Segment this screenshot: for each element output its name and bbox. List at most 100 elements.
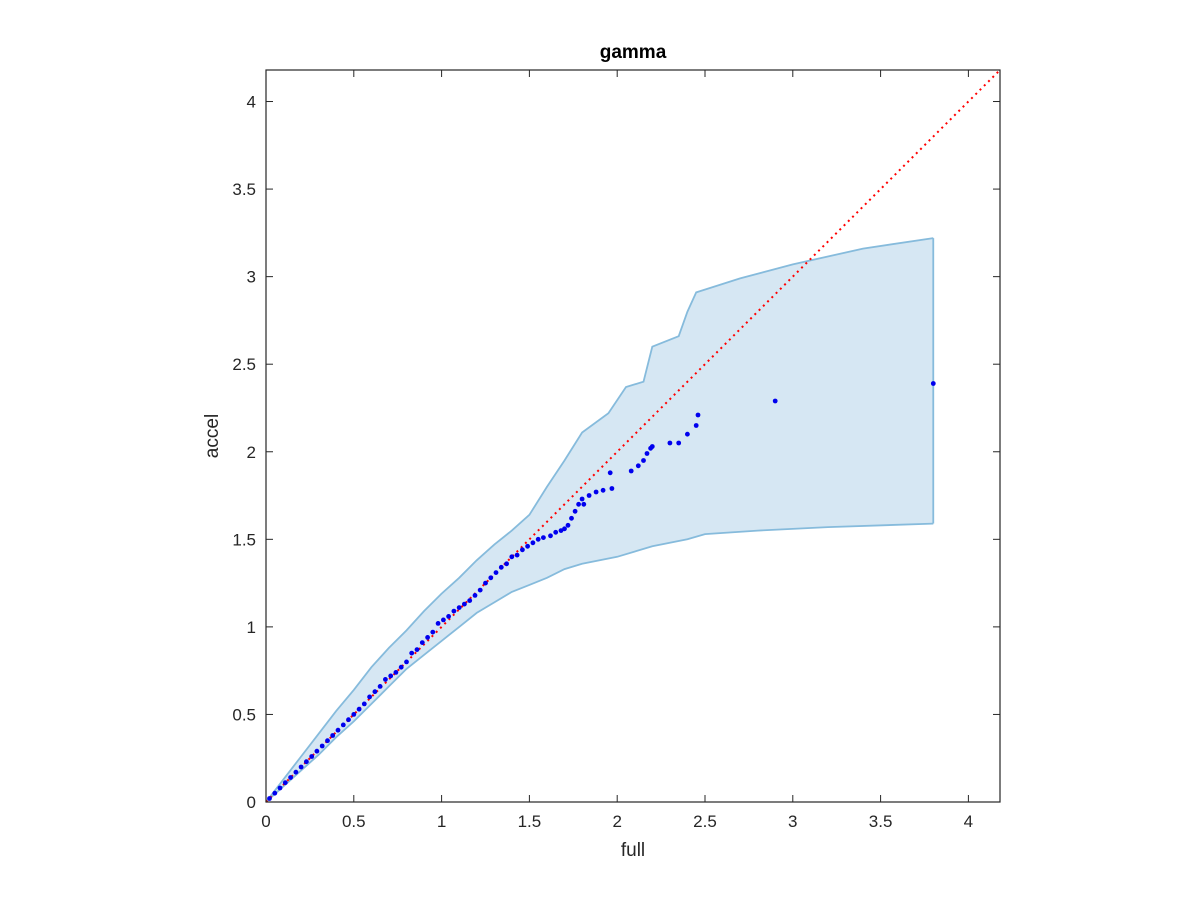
data-point [272, 790, 278, 796]
data-point [277, 785, 283, 791]
x-tick-label: 1 [437, 812, 446, 831]
data-point [572, 508, 578, 514]
data-point [267, 796, 272, 801]
data-point [340, 722, 346, 728]
x-tick-label: 2 [612, 812, 621, 831]
data-point [419, 640, 425, 645]
data-point [293, 769, 299, 775]
data-point [581, 501, 587, 507]
data-point [298, 764, 304, 770]
data-point [477, 587, 483, 593]
data-point [628, 468, 634, 474]
band-lower-edge [265, 522, 934, 803]
data-point [514, 552, 520, 558]
data-point [441, 617, 446, 623]
data-point [667, 440, 673, 446]
x-tick-label: 3 [788, 812, 797, 831]
data-point [409, 650, 415, 656]
x-axis-label: full [621, 840, 645, 861]
plot-frame [265, 69, 1001, 803]
x-tick-label: 2.5 [693, 812, 717, 831]
data-point [635, 463, 641, 469]
data-point [367, 694, 372, 700]
data-point [346, 717, 351, 723]
data-point [483, 580, 488, 586]
x-tick-label: 1.5 [518, 812, 542, 831]
x-tick-label: 0 [261, 812, 270, 831]
y-tick-label: 0.5 [232, 705, 256, 724]
data-point [586, 493, 592, 498]
data-point [335, 727, 341, 733]
data-point [351, 712, 357, 717]
data-point [569, 515, 574, 521]
data-point [282, 780, 288, 786]
data-point [388, 673, 394, 679]
x-axis-ticks: 0 0.5 1 1.5 2 2.5 3 3.5 4 [261, 70, 973, 831]
y-tick-label: 0 [247, 793, 256, 812]
y-axis-label: accel [202, 414, 223, 458]
data-point [930, 381, 936, 386]
data-point [562, 526, 567, 532]
data-point [467, 598, 473, 603]
data-point [356, 706, 362, 712]
data-point [319, 743, 325, 749]
data-point [600, 487, 606, 493]
data-point [377, 684, 383, 689]
data-point [304, 759, 309, 765]
data-point [472, 593, 478, 598]
data-point [530, 540, 536, 546]
data-point [553, 529, 559, 535]
data-point [393, 670, 399, 675]
x-tick-label: 3.5 [869, 812, 893, 831]
y-tick-label: 2.5 [232, 355, 256, 374]
data-point [309, 754, 315, 759]
data-point [609, 486, 615, 491]
y-tick-label: 3.5 [232, 180, 256, 199]
data-point [525, 543, 530, 549]
chart-title: gamma [600, 42, 667, 63]
data-point [493, 570, 499, 575]
y-tick-label: 1.5 [232, 530, 256, 549]
y-axis-ticks: 0 0.5 1 1.5 2 2.5 3 3.5 4 [232, 93, 1000, 812]
data-point [404, 659, 409, 665]
data-point [772, 398, 778, 404]
y-tick-label: 3 [247, 268, 256, 287]
data-point [456, 605, 462, 610]
data-point [425, 635, 430, 640]
data-point [693, 423, 699, 428]
data-point [325, 738, 330, 744]
data-point [695, 412, 701, 418]
data-point [314, 748, 320, 754]
data-point [541, 535, 546, 540]
data-point [488, 575, 494, 581]
data-point [649, 444, 655, 449]
data-point [641, 458, 646, 463]
axes-frame [265, 69, 1001, 803]
data-point [451, 608, 457, 614]
confidence-band [265, 237, 935, 803]
data-point [446, 614, 451, 619]
y-tick-label: 2 [247, 443, 256, 462]
data-point [576, 501, 581, 507]
band-fill [266, 238, 934, 803]
data-point [565, 522, 571, 528]
data-point [330, 733, 336, 738]
data-point [579, 496, 585, 502]
data-point [607, 470, 613, 476]
data-point [498, 564, 504, 570]
x-tick-label: 4 [964, 812, 973, 831]
data-point [685, 431, 690, 437]
band-upper-edge [265, 237, 934, 803]
data-point [548, 533, 553, 539]
y-tick-label: 1 [247, 618, 256, 637]
data-point [593, 489, 599, 495]
data-point [504, 561, 509, 567]
data-point [644, 451, 650, 456]
data-point [372, 689, 378, 695]
data-point [383, 677, 388, 682]
data-point [676, 440, 682, 446]
data-points [267, 381, 936, 801]
y-tick-label: 4 [247, 93, 256, 112]
data-point [288, 775, 293, 780]
